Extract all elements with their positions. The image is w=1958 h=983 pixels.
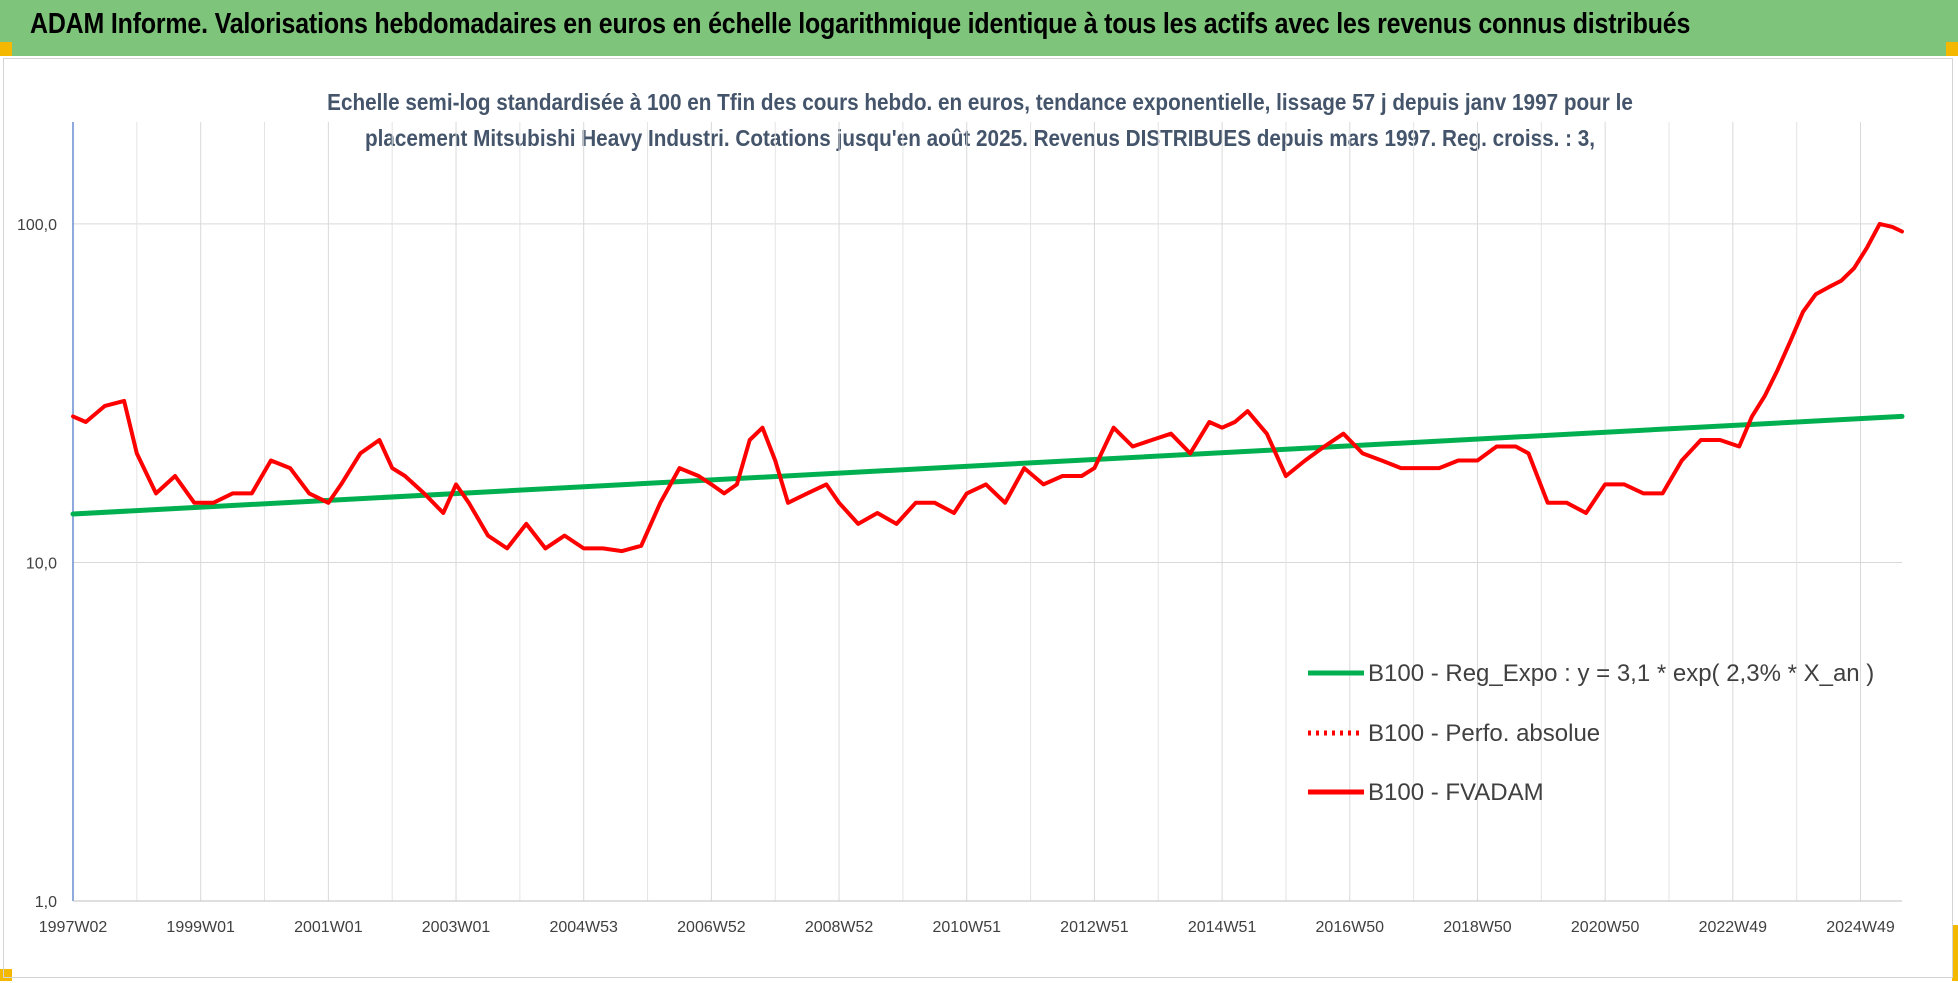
series — [70, 221, 1905, 554]
legend-label: B100 - Reg_Expo : y = 3,1 * exp( 2,3% * … — [1368, 660, 1874, 687]
x-tick-label: 1997W02 — [39, 919, 108, 936]
subtitle-line-2: placement Mitsubishi Heavy Industri. Cot… — [364, 125, 1596, 151]
x-tick-label: 2022W49 — [1699, 919, 1768, 936]
title-banner: ADAM Informe. Valorisations hebdomadaire… — [0, 0, 1958, 56]
y-tick-label: 10,0 — [26, 555, 57, 572]
chart-subtitle: Echelle semi-log standardisée à 100 en T… — [314, 84, 1646, 156]
corner-marker — [1946, 42, 1958, 56]
legend-label: B100 - FVADAM — [1368, 779, 1544, 806]
page-title: ADAM Informe. Valorisations hebdomadaire… — [30, 8, 1691, 40]
x-tick-label: 2018W50 — [1443, 919, 1512, 936]
x-tick-label: 2004W53 — [549, 919, 618, 936]
axes: 1,0 10,0 100,0 1997W02 1999W01 2001W01 2003W01… — [17, 122, 1902, 936]
x-tick-label: 2008W52 — [805, 919, 874, 936]
y-tick-label: 100,0 — [17, 217, 57, 234]
legend-label: B100 - Perfo. absolue — [1368, 720, 1600, 747]
y-tick-label: 1,0 — [35, 894, 57, 911]
x-tick-label: 2001W01 — [294, 919, 363, 936]
x-tick-label: 2012W51 — [1060, 919, 1129, 936]
x-tick-label: 2016W50 — [1316, 919, 1385, 936]
x-tick-label: 1999W01 — [166, 919, 235, 936]
x-tick-label: 2010W51 — [933, 919, 1002, 936]
corner-marker — [0, 42, 12, 56]
corner-marker — [1952, 925, 1958, 981]
series-line-2 — [71, 221, 1904, 554]
x-tick-label: 2006W52 — [677, 919, 746, 936]
subtitle-line-1: Echelle semi-log standardisée à 100 en T… — [327, 89, 1633, 115]
grid — [72, 122, 1902, 902]
x-tick-label: 2014W51 — [1188, 919, 1257, 936]
x-tick-label: 2020W50 — [1571, 919, 1640, 936]
x-tick-label: 2024W49 — [1826, 919, 1895, 936]
legend: B100 - Reg_Expo : y = 3,1 * exp( 2,3% * … — [1308, 660, 1874, 806]
series-line-0 — [70, 413, 1905, 517]
chart-frame — [3, 58, 1953, 978]
x-tick-label: 2003W01 — [422, 919, 491, 936]
